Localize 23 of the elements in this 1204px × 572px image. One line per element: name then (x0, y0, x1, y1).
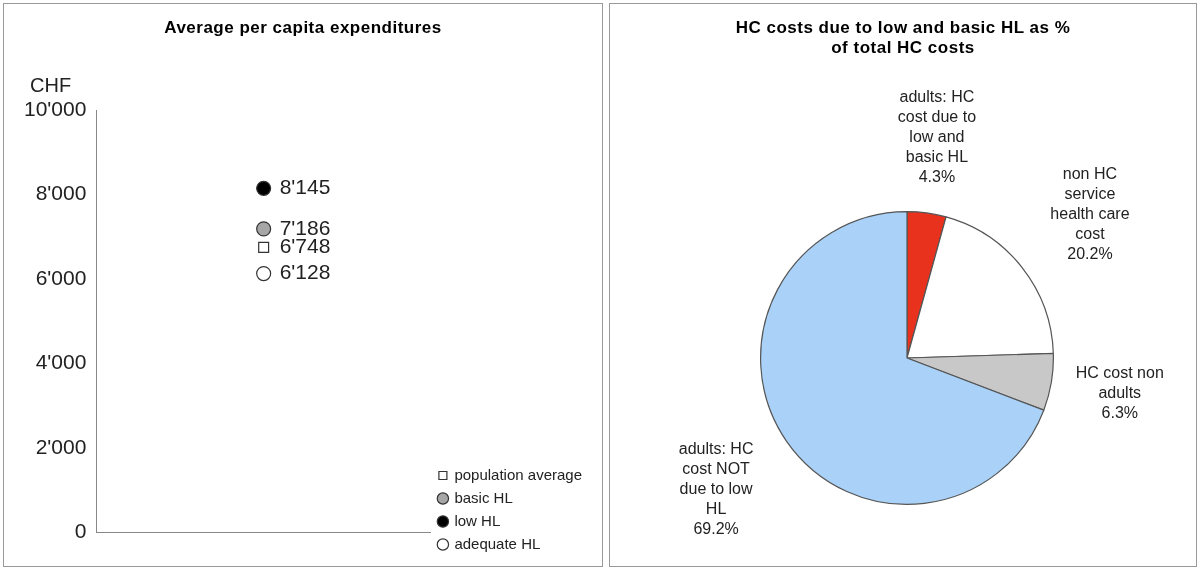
y-tick-label: 2'000 (35, 434, 87, 458)
data-label: 6.3% (1101, 404, 1138, 422)
y-tick-label: 10'000 (24, 96, 87, 120)
data-label: 69.2% (693, 519, 739, 537)
slice-label: HC cost non adults (1075, 364, 1164, 402)
legend-label: low HL (454, 511, 501, 529)
y-tick-label: 0 (74, 519, 87, 543)
data-label: 20.2% (1067, 244, 1113, 262)
legend-label: population average (454, 465, 583, 483)
chart-title: Average per capita expenditures (163, 17, 443, 39)
slice-label: adults: HC cost due to low and basic HL (897, 88, 977, 166)
chart-title: HC costs due to low and basic HL as % of total HC costs (734, 17, 1072, 59)
y-axis-title: CHF (30, 73, 72, 96)
y-tick-label: 6'000 (35, 265, 87, 289)
slice-label: non HC service health care cost (1050, 164, 1130, 242)
slice-label: adults: HC cost NOT due to low HL (678, 439, 754, 517)
data-label: 4.3% (918, 168, 956, 186)
legend-label: basic HL (454, 488, 513, 506)
y-tick-label: 4'000 (35, 350, 87, 374)
legend-label: adequate HL (454, 534, 541, 552)
data-label: 6'128 (279, 260, 331, 284)
data-label: 8'145 (279, 175, 331, 199)
y-tick-label: 8'000 (35, 181, 87, 205)
